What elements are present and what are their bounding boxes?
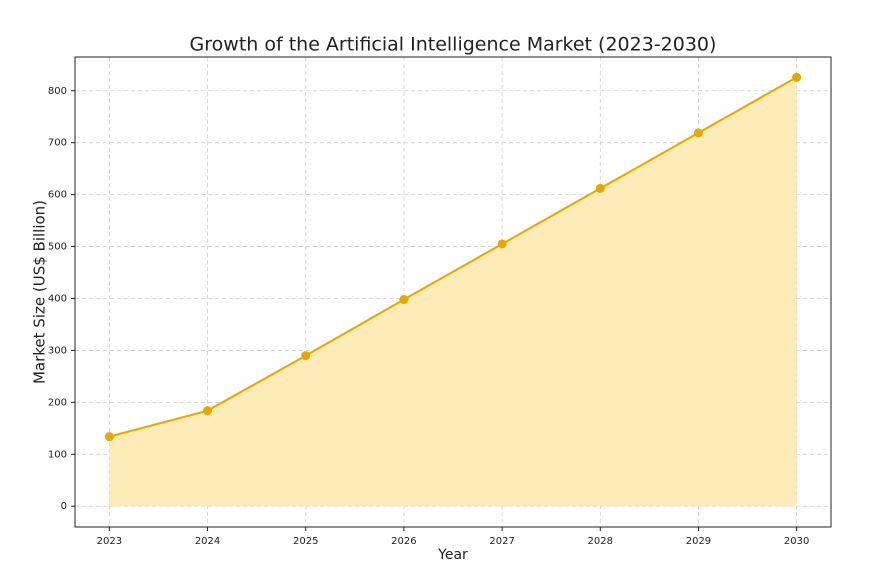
y-tick-label: 100 bbox=[48, 449, 67, 460]
point bbox=[301, 351, 311, 361]
area bbox=[109, 77, 797, 507]
point bbox=[203, 406, 213, 416]
y-axis-label: Market Size (US$ Billion) bbox=[31, 200, 49, 384]
y-tick-label: 600 bbox=[48, 190, 67, 201]
line bbox=[109, 76, 798, 438]
y-tick-label: 400 bbox=[48, 293, 67, 304]
x-tick-label: 2029 bbox=[686, 536, 711, 547]
y-tick-label: 700 bbox=[48, 138, 67, 149]
x-tick-label: 2030 bbox=[784, 536, 809, 547]
point bbox=[693, 128, 703, 138]
point bbox=[399, 295, 409, 305]
point bbox=[497, 239, 507, 249]
x-tick-label: 2025 bbox=[293, 536, 318, 547]
y-tick-label: 200 bbox=[48, 397, 67, 408]
y-tick-label: 800 bbox=[48, 86, 67, 97]
y-tick-label: 300 bbox=[48, 345, 67, 356]
y-tick-label: 500 bbox=[48, 242, 67, 253]
x-axis-label: Year bbox=[437, 547, 468, 563]
point bbox=[104, 432, 114, 442]
x-tick-label: 2026 bbox=[391, 536, 416, 547]
y-tick-label: 0 bbox=[61, 501, 67, 512]
point bbox=[595, 183, 605, 193]
plot-frame bbox=[74, 56, 832, 528]
x-tick-label: 2028 bbox=[588, 536, 613, 547]
x-tick-label: 2027 bbox=[489, 536, 514, 547]
x-tick-label: 2023 bbox=[97, 536, 122, 547]
chart-title: Growth of the Artificial Intelligence Ma… bbox=[190, 34, 717, 56]
point bbox=[792, 72, 802, 82]
x-tick-label: 2024 bbox=[195, 536, 220, 547]
